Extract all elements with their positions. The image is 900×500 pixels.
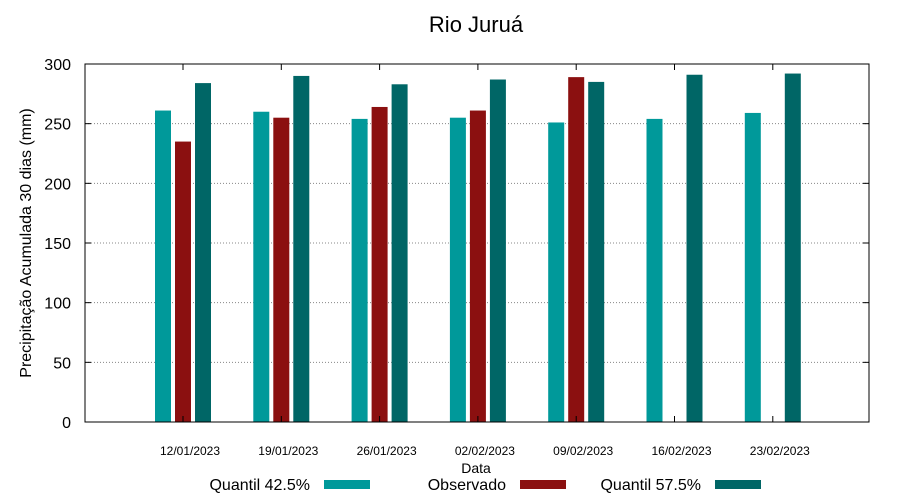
bar xyxy=(293,75,310,422)
x-tick-label: 12/01/2023 xyxy=(160,444,220,458)
legend-label: Quantil 42.5% xyxy=(209,477,310,494)
x-tick-label: 19/01/2023 xyxy=(258,444,318,458)
x-tick-label: 26/01/2023 xyxy=(357,444,417,458)
bar xyxy=(784,73,801,423)
y-axis-label: Precipitação Acumulada 30 dias (mm) xyxy=(18,108,35,377)
bar xyxy=(548,122,565,423)
bar xyxy=(588,81,605,423)
bar xyxy=(195,83,211,423)
legend: Quantil 42.5% Observado Quantil 57.5% xyxy=(209,477,761,494)
legend-label: Observado xyxy=(428,477,506,494)
bar xyxy=(744,112,761,422)
x-axis-label: Data xyxy=(461,460,491,476)
legend-label: Quantil 57.5% xyxy=(600,477,701,494)
y-tick-label: 50 xyxy=(53,355,71,372)
bar xyxy=(155,110,171,422)
bar xyxy=(351,118,368,422)
bar xyxy=(253,111,270,422)
bar xyxy=(273,117,290,422)
legend-swatch xyxy=(520,480,566,489)
y-tick-label: 100 xyxy=(44,296,71,313)
x-axis-ticks: 12/01/2023 19/01/2023 26/01/2023 02/02/2023… xyxy=(160,64,810,458)
legend-swatch xyxy=(324,480,370,489)
x-tick-label: 16/02/2023 xyxy=(651,444,711,458)
bar xyxy=(449,117,466,422)
y-axis-ticks: 0 50 100 150 200 250 300 xyxy=(44,57,869,432)
bar xyxy=(489,79,506,422)
y-tick-label: 250 xyxy=(44,117,71,134)
bar xyxy=(646,118,663,422)
bar xyxy=(469,110,486,422)
bar xyxy=(686,74,703,423)
x-tick-label: 23/02/2023 xyxy=(750,444,810,458)
y-tick-label: 150 xyxy=(44,236,71,253)
y-tick-label: 300 xyxy=(44,57,71,74)
x-tick-label: 02/02/2023 xyxy=(455,444,515,458)
bars xyxy=(155,73,801,423)
bar xyxy=(175,141,191,423)
y-tick-label: 0 xyxy=(62,415,71,432)
y-tick-label: 200 xyxy=(44,176,71,193)
bar xyxy=(568,77,585,423)
legend-swatch xyxy=(715,480,761,489)
bar xyxy=(391,84,408,422)
bar xyxy=(371,106,388,423)
chart-title: Rio Juruá xyxy=(429,12,524,37)
x-tick-label: 09/02/2023 xyxy=(553,444,613,458)
